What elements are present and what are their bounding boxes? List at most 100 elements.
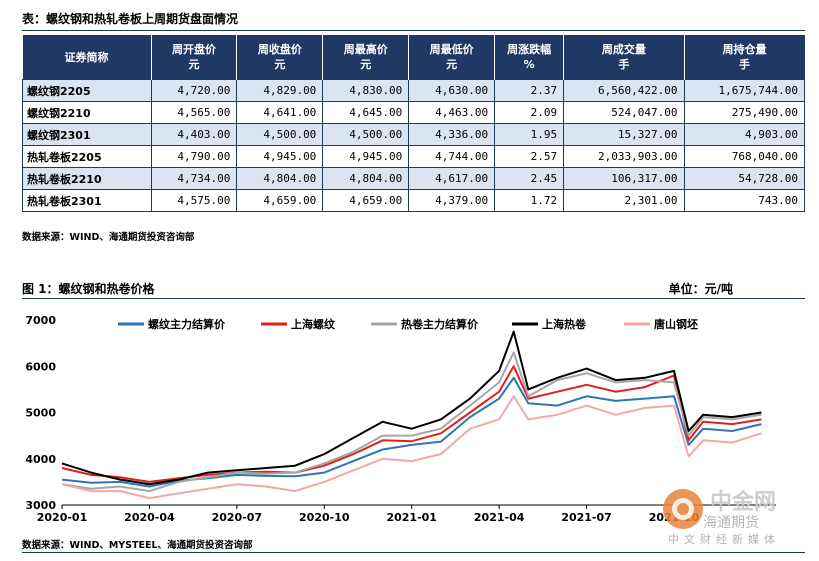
column-header-unit: 手 <box>618 58 630 71</box>
column-header-label: 周成交量 <box>601 43 646 56</box>
x-tick-label: 2021-07 <box>561 511 612 524</box>
table-title: 表：螺纹钢和热轧卷板上周期货盘面情况 <box>22 12 239 26</box>
value-cell: 4,829.00 <box>236 79 324 102</box>
value-cell: 4,617.00 <box>408 167 496 190</box>
table-title-rule <box>22 30 805 31</box>
value-cell: 524,047.00 <box>563 101 685 124</box>
value-cell: 4,500.00 <box>236 123 324 146</box>
contract-name-cell: 螺纹钢2205 <box>22 79 152 102</box>
x-tick-label: 2020-01 <box>37 511 88 524</box>
value-cell: 1.95 <box>494 123 565 146</box>
value-cell: 15,327.00 <box>563 123 685 146</box>
y-tick-label: 7000 <box>25 314 56 327</box>
series-line <box>61 376 762 488</box>
value-cell: 768,040.00 <box>683 145 806 168</box>
column-header-label: 周收盘价 <box>257 43 302 56</box>
column-header: 周最低价元 <box>408 35 496 80</box>
table-row: 热轧卷板2301 4,575.00 4,659.00 4,659.00 4,379.00… <box>22 189 806 212</box>
contract-name-cell: 螺纹钢2301 <box>22 123 152 146</box>
column-header: 周持仓量手 <box>684 35 805 80</box>
value-cell: 2.09 <box>494 101 565 124</box>
value-cell: 4,744.00 <box>408 145 496 168</box>
figure-bottom-rule <box>22 552 805 553</box>
contract-name-cell: 螺纹钢2210 <box>22 101 152 124</box>
x-tick-label: 2020-04 <box>124 511 175 524</box>
column-header-unit: 元 <box>360 58 372 71</box>
column-header-label: 周涨跌幅 <box>507 43 552 56</box>
value-cell: 2.37 <box>494 79 565 102</box>
value-cell: 2.45 <box>494 167 565 190</box>
x-tick-label: 2021-04 <box>474 511 525 524</box>
value-cell: 4,336.00 <box>408 123 496 146</box>
value-cell: 2,301.00 <box>563 189 685 212</box>
table-row: 螺纹钢2205 4,720.00 4,829.00 4,830.00 4,630.00 2… <box>22 79 806 102</box>
table-row: 热轧卷板2210 4,734.00 4,804.00 4,804.00 4,617.00… <box>22 167 806 190</box>
column-header: 周成交量手 <box>563 35 685 80</box>
value-cell: 4,659.00 <box>322 189 410 212</box>
value-cell: 4,830.00 <box>322 79 410 102</box>
value-cell: 4,463.00 <box>408 101 496 124</box>
value-cell: 4,641.00 <box>236 101 324 124</box>
y-tick-label: 6000 <box>25 360 56 373</box>
column-header: 证券简称 <box>22 35 152 80</box>
value-cell: 4,565.00 <box>150 101 238 124</box>
watermark-subtitle: 中文财经新媒体 <box>668 533 780 546</box>
x-tick-label: 2020-10 <box>299 511 350 524</box>
value-cell: 4,945.00 <box>322 145 410 168</box>
y-tick-label: 5000 <box>25 407 56 420</box>
value-cell: 4,804.00 <box>322 167 410 190</box>
value-cell: 2.57 <box>494 145 565 168</box>
value-cell: 4,903.00 <box>683 123 806 146</box>
value-cell: 743.00 <box>683 189 806 212</box>
column-header-label: 周最低价 <box>429 43 474 56</box>
value-cell: 4,403.00 <box>150 123 238 146</box>
value-cell: 4,945.00 <box>236 145 324 168</box>
column-header-unit: 元 <box>274 58 286 71</box>
value-cell: 4,804.00 <box>236 167 324 190</box>
value-cell: 6,560,422.00 <box>563 79 685 102</box>
table-source: 数据来源：WIND、海通期货投资咨询部 <box>22 232 195 243</box>
value-cell: 2,033,903.00 <box>563 145 685 168</box>
table-body: 螺纹钢2205 4,720.00 4,829.00 4,830.00 4,630.00 2… <box>22 79 806 212</box>
column-header-label: 周持仓量 <box>722 43 767 56</box>
column-header-unit: 元 <box>188 58 200 71</box>
value-cell: 4,500.00 <box>322 123 410 146</box>
value-cell: 1.72 <box>494 189 565 212</box>
figure-title-rule <box>22 298 805 299</box>
value-cell: 4,659.00 <box>236 189 324 212</box>
table-row: 螺纹钢2210 4,565.00 4,641.00 4,645.00 4,463.00 2… <box>22 101 806 124</box>
quote-table: 证券简称 周开盘价元周收盘价元周最高价元周最低价元周涨跌幅% 周成交量手周持仓量手 … <box>22 35 806 212</box>
watermark-brand: 中金网 <box>710 490 777 515</box>
column-header: 周涨跌幅% <box>494 35 565 80</box>
series-line <box>61 351 762 493</box>
column-header-label: 证券简称 <box>64 50 109 64</box>
watermark-overlay: 海通期货 <box>703 515 759 531</box>
column-header-label: 周开盘价 <box>171 43 216 56</box>
figure-title: 图 1：螺纹钢和热卷价格 <box>22 282 155 296</box>
legend-label: 唐山钢坯 <box>654 317 698 331</box>
value-cell: 4,645.00 <box>322 101 410 124</box>
column-header-unit: 手 <box>739 58 751 71</box>
value-cell: 4,630.00 <box>408 79 496 102</box>
legend-label: 螺纹主力结算价 <box>148 317 226 331</box>
value-cell: 4,379.00 <box>408 189 496 212</box>
value-cell: 4,790.00 <box>150 145 238 168</box>
contract-name-cell: 热轧卷板2205 <box>22 145 152 168</box>
legend-label: 上海热卷 <box>542 317 587 331</box>
y-tick-label: 4000 <box>25 453 56 466</box>
y-tick-label: 3000 <box>25 499 56 512</box>
column-header: 周最高价元 <box>322 35 410 80</box>
column-header-label: 周最高价 <box>343 43 388 56</box>
table-row: 螺纹钢2301 4,403.00 4,500.00 4,500.00 4,336.00 1… <box>22 123 806 146</box>
column-header: 周开盘价元 <box>151 35 238 80</box>
x-tick-label: 2020-07 <box>212 511 263 524</box>
series-line <box>61 365 762 483</box>
x-tick-label: 2021-01 <box>386 511 437 524</box>
value-cell: 275,490.00 <box>683 101 806 124</box>
table-header-row: 证券简称 周开盘价元周收盘价元周最高价元周最低价元周涨跌幅% 周成交量手周持仓量手 <box>22 35 805 80</box>
contract-name-cell: 热轧卷板2301 <box>22 189 152 212</box>
table-row: 热轧卷板2205 4,790.00 4,945.00 4,945.00 4,744.00… <box>22 145 806 168</box>
contract-name-cell: 热轧卷板2210 <box>22 167 152 190</box>
price-chart: 3000 4000 5000 6000 7000 2020-01 2020-04 2020-0… <box>25 314 776 524</box>
series-line <box>61 395 762 500</box>
